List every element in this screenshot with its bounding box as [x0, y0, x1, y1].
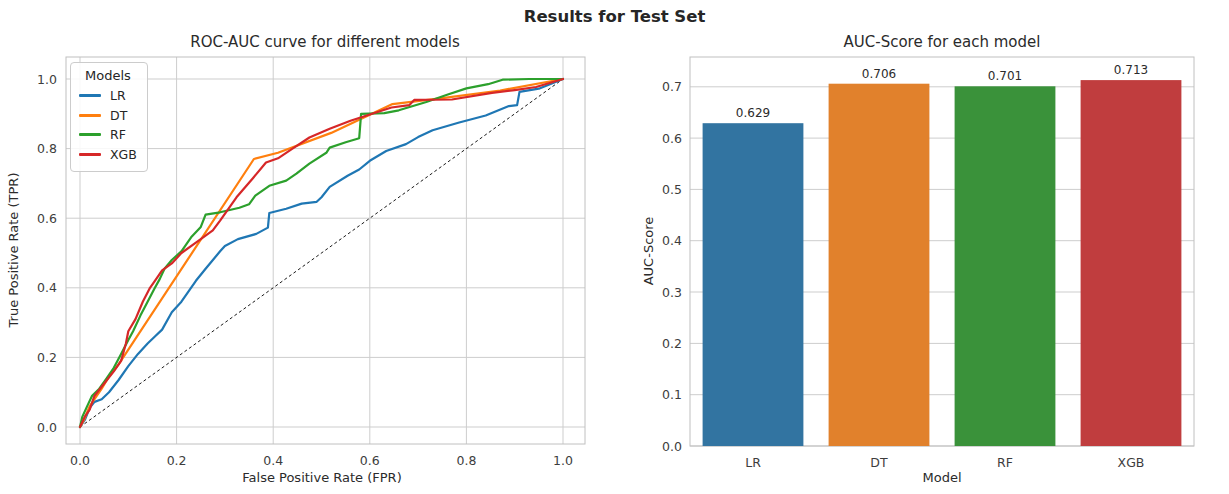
legend-item-DT: DT: [79, 106, 137, 126]
bar-ytick-0.6: 0.6: [662, 131, 682, 146]
roc-xtick-0.6: 0.6: [360, 453, 380, 468]
figure-results-test-set: Results for Test Set 0.00.20.40.60.81.00…: [0, 0, 1229, 494]
bar-xtick-RF: RF: [997, 455, 1013, 470]
legend-label-XGB: XGB: [110, 147, 137, 162]
roc-ytick-0.6: 0.6: [37, 211, 57, 226]
bar-ylabel: AUC-Score: [641, 217, 656, 286]
bar-value-DT: 0.706: [862, 67, 896, 81]
bar-ytick-0.0: 0.0: [662, 439, 682, 454]
bar-title: AUC-Score for each model: [844, 33, 1041, 51]
roc-ytick-0.8: 0.8: [37, 141, 57, 156]
bar-rects: 0.629 0.706 0.701 0.713: [703, 63, 1182, 446]
bar-ytick-0.3: 0.3: [662, 285, 682, 300]
legend-line-swatch-LR: [79, 94, 101, 97]
bar-XGB: [1081, 80, 1182, 446]
roc-xlabel: False Positive Rate (FPR): [242, 470, 401, 485]
bar-xtick-XGB: XGB: [1118, 455, 1145, 470]
legend-line-swatch-XGB: [79, 153, 101, 156]
legend-item-RF: RF: [79, 125, 137, 145]
legend-entries: LR DT RF XGB: [79, 86, 137, 164]
legend-line-swatch-DT: [79, 114, 101, 117]
bar-ytick-0.2: 0.2: [662, 336, 682, 351]
bar-value-RF: 0.701: [988, 69, 1022, 83]
roc-curves: [80, 79, 563, 427]
bar-value-XGB: 0.713: [1114, 63, 1148, 77]
bar-LR: [703, 123, 804, 446]
figure-title: Results for Test Set: [0, 7, 1229, 26]
bar-ytick-0.4: 0.4: [662, 233, 682, 248]
roc-ylabel: True Positive Rate (TPR): [6, 173, 21, 329]
roc-legend: Models LR DT RF XGB: [70, 62, 148, 172]
bar-ytick-0.7: 0.7: [662, 79, 682, 94]
roc-ytick-0.4: 0.4: [37, 280, 57, 295]
bar-ytick-0.5: 0.5: [662, 182, 682, 197]
bar-DT: [829, 84, 930, 446]
legend-line-swatch-RF: [79, 133, 101, 136]
bar-xlabel: Model: [922, 470, 961, 485]
bar-ytick-0.1: 0.1: [662, 387, 682, 402]
bar-chart: 0.629 0.706 0.701 0.713 LR DT RF XGB 0.0 0.1 0.2 0…: [641, 33, 1194, 485]
roc-xtick-0.2: 0.2: [167, 453, 187, 468]
bar-value-LR: 0.629: [736, 106, 770, 120]
roc-ytick-0.2: 0.2: [37, 350, 57, 365]
bar-xtick-LR: LR: [745, 455, 761, 470]
roc-xtick-0.8: 0.8: [456, 453, 476, 468]
legend-item-XGB: XGB: [79, 145, 137, 165]
legend-label-LR: LR: [110, 88, 126, 103]
roc-ytick-1.0: 1.0: [37, 72, 57, 87]
bar-xtick-DT: DT: [870, 455, 888, 470]
bar-RF: [955, 86, 1056, 446]
legend-label-RF: RF: [110, 127, 126, 142]
roc-xtick-1.0: 1.0: [553, 453, 573, 468]
roc-xtick-0.0: 0.0: [70, 453, 90, 468]
legend-label-DT: DT: [110, 108, 127, 123]
legend-item-LR: LR: [79, 86, 137, 106]
roc-ytick-0.0: 0.0: [37, 420, 57, 435]
legend-title: Models: [79, 67, 137, 86]
roc-xtick-0.4: 0.4: [263, 453, 283, 468]
charts-canvas: 0.0 0.2 0.4 0.6 0.8 1.0 0.0 0.2 0.4 0.6 0.8 1.0 ROC…: [0, 0, 1229, 494]
roc-title: ROC-AUC curve for different models: [190, 33, 460, 51]
